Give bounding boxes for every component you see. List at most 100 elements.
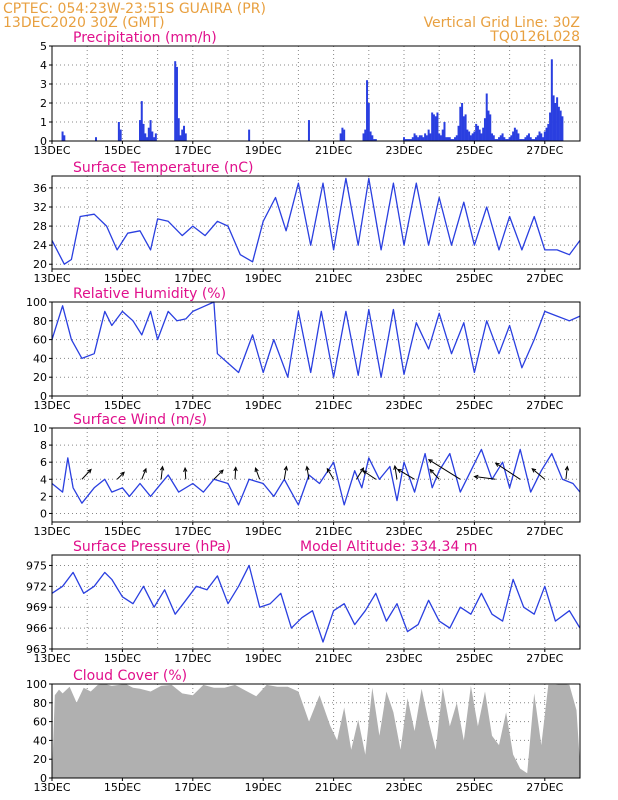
temperature-panel: 20 24 28 32 36 13DEC 15DEC 17DEC 19DEC 21DEC 23DEC… xyxy=(33,160,581,285)
cloud-ytick-label: 80 xyxy=(33,697,47,710)
wind-arrow xyxy=(81,468,92,480)
humidity-frame xyxy=(51,301,581,397)
temperature-xtick-label: 25DEC xyxy=(456,272,493,285)
precipitation-bar xyxy=(183,125,185,141)
precipitation-bar xyxy=(140,101,143,141)
cloud-ytick-label: 40 xyxy=(33,734,47,747)
precipitation-bar xyxy=(339,133,342,141)
humidity-xtick-label: 15DEC xyxy=(104,399,141,412)
precipitation-bar xyxy=(496,139,499,141)
temperature-xtick-label: 15DEC xyxy=(104,272,141,285)
temperature-title: Surface Temperature (nC) xyxy=(73,160,254,176)
precipitation-bar xyxy=(431,112,434,141)
precipitation-bar xyxy=(420,135,423,141)
wind-arrow xyxy=(531,468,546,480)
humidity-xtick-label: 23DEC xyxy=(385,399,422,412)
wind-arrow xyxy=(254,466,261,480)
precipitation-bar xyxy=(468,131,471,141)
precipitation-bar xyxy=(543,131,546,141)
precipitation-xtick-label: 21DEC xyxy=(315,144,352,157)
pressure-xtick-label: 27DEC xyxy=(526,652,563,665)
precipitation-bar xyxy=(447,137,449,141)
temperature-ytick-label: 32 xyxy=(33,201,47,214)
precipitation-bar xyxy=(503,137,506,141)
humidity-panel: 0 20 40 60 80 100 13DEC 15DEC 17DEC 19DEC 21DEC 23D… xyxy=(26,286,581,412)
precipitation-bar xyxy=(512,131,515,141)
wind-xtick-label: 27DEC xyxy=(526,525,563,538)
precipitation-bar xyxy=(491,133,493,141)
cloud-xtick-label: 21DEC xyxy=(315,781,352,794)
humidity-title: Relative Humidity (%) xyxy=(73,286,226,302)
precipitation-panel: 0 1 2 3 4 5 13DEC 15DEC 17DEC 19DEC 21DEC 23DEC 25DE… xyxy=(33,30,581,157)
precipitation-bar xyxy=(61,131,64,141)
pressure-frame xyxy=(51,554,581,650)
precipitation-bar xyxy=(462,116,465,141)
precipitation-bar xyxy=(499,135,502,141)
wind-title: Surface Wind (m/s) xyxy=(73,412,207,428)
precipitation-title: Precipitation (mm/h) xyxy=(73,30,217,46)
humidity-xtick-label: 19DEC xyxy=(245,399,282,412)
pressure-xtick-label: 15DEC xyxy=(104,652,141,665)
precipitation-bar xyxy=(527,133,530,141)
precipitation-bar xyxy=(413,133,416,141)
pressure-xtick-label: 21DEC xyxy=(315,652,352,665)
wind-xtick-label: 13DEC xyxy=(33,525,70,538)
wind-arrow xyxy=(429,468,440,480)
precipitation-bar xyxy=(373,139,376,141)
precipitation-frame xyxy=(51,45,581,142)
wind-arrow xyxy=(396,468,415,480)
cloud-xtick-label: 23DEC xyxy=(385,781,422,794)
cloud-ytick-label: 100 xyxy=(26,678,47,691)
cloud-xtick-label: 25DEC xyxy=(456,781,493,794)
wind-arrow xyxy=(213,469,224,480)
precipitation-bar xyxy=(459,106,462,141)
wind-arrow xyxy=(362,470,377,480)
pressure-ytick-label: 969 xyxy=(26,601,47,614)
precipitation-bar xyxy=(542,137,545,141)
pressure-ytick-label: 972 xyxy=(26,580,47,593)
precipitation-bar xyxy=(366,80,369,141)
precipitation-bar xyxy=(410,139,413,141)
humidity-xtick-label: 25DEC xyxy=(456,399,493,412)
pressure-ytick-label: 966 xyxy=(26,622,47,635)
precipitation-bar xyxy=(471,133,474,141)
precipitation-bar xyxy=(505,139,508,141)
temperature-ytick-label: 24 xyxy=(33,239,47,252)
precipitation-ytick-label: 4 xyxy=(40,59,47,72)
pressure-title: Surface Pressure (hPa) xyxy=(73,539,231,555)
precipitation-ytick-label: 0 xyxy=(40,135,47,148)
precipitation-bar xyxy=(476,125,479,141)
precipitation-xtick-label: 13DEC xyxy=(33,144,70,157)
meteogram-panels: 0 1 2 3 4 5 13DEC 15DEC 17DEC 19DEC 21DEC 23DEC 25DE… xyxy=(26,30,581,794)
wind-arrow xyxy=(233,466,238,480)
precipitation-bar xyxy=(144,133,147,141)
precipitation-bar xyxy=(422,137,425,141)
precipitation-ytick-label: 1 xyxy=(40,116,47,129)
precipitation-ytick-label: 2 xyxy=(40,97,47,110)
precipitation-bar xyxy=(307,120,310,141)
precipitation-bar xyxy=(154,133,157,141)
precipitation-bar xyxy=(526,135,529,141)
humidity-ytick-label: 60 xyxy=(33,334,47,347)
wind-arrow xyxy=(356,467,365,480)
wind-ytick-label: 6 xyxy=(40,456,47,469)
precipitation-bar xyxy=(552,95,555,141)
wind-ytick-label: 0 xyxy=(40,507,47,520)
temperature-ytick-label: 20 xyxy=(33,258,47,271)
wind-panel: 0 2 4 6 8 10 13DEC 15DEC 17DEC 19DEC 21DEC 23DEC 25D… xyxy=(33,412,581,538)
precipitation-bar xyxy=(494,139,497,141)
precipitation-bar xyxy=(464,114,467,141)
wind-arrow xyxy=(494,462,521,480)
precipitation-bar xyxy=(478,129,481,141)
precipitation-bar xyxy=(480,133,483,141)
cloud-area xyxy=(52,684,580,778)
wind-xtick-label: 23DEC xyxy=(385,525,422,538)
precipitation-bar xyxy=(452,139,455,141)
temperature-xtick-label: 13DEC xyxy=(33,272,70,285)
precipitation-bar xyxy=(501,133,504,141)
wind-ytick-label: 8 xyxy=(40,439,47,452)
precipitation-bar xyxy=(341,127,344,141)
cloud-frame xyxy=(51,683,581,779)
precipitation-bar xyxy=(524,137,527,141)
